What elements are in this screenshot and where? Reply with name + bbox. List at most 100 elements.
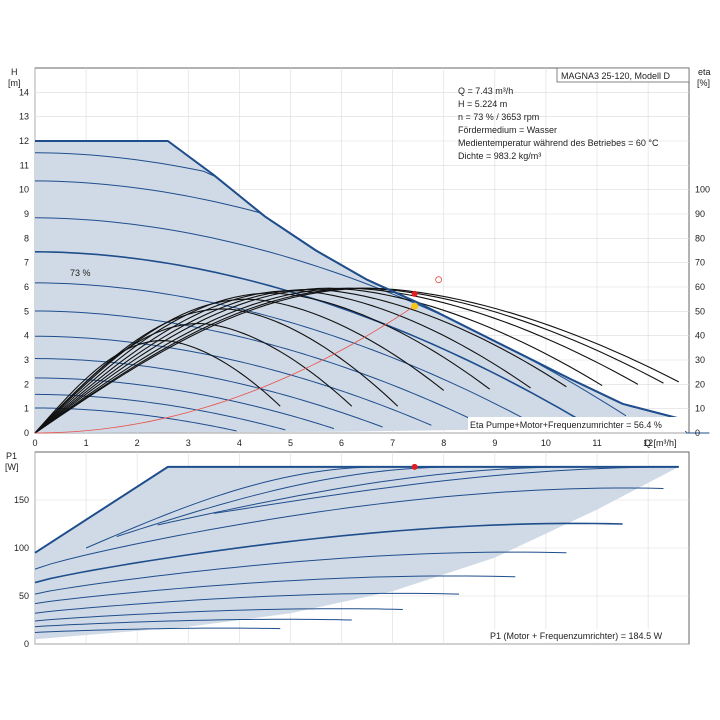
power-y-tick-labels: 0 50 100 150	[14, 495, 29, 649]
speed-curve	[34, 250, 578, 420]
speed-curve	[34, 310, 481, 424]
x-tick-label: 2	[135, 438, 140, 448]
power-axis-unit: [W]	[5, 462, 19, 472]
power-note: P1 (Motor + Frequenzumrichter) = 184.5 W	[490, 631, 663, 641]
speed-curve	[34, 282, 529, 422]
info-line-density: Dichte = 983.2 kg/m³	[458, 151, 541, 161]
power-curve	[116, 466, 460, 537]
info-line-temperature: Medientemperatur während des Betriebes =…	[458, 138, 659, 148]
x-tick-label: 12	[643, 438, 653, 448]
y-tick-label: 8	[24, 233, 29, 243]
efficiency-curve	[34, 287, 639, 434]
y-right-tick-label: 90	[695, 209, 705, 219]
max-power-curve	[34, 465, 679, 554]
y-right-tick-label: 80	[695, 233, 705, 243]
y-tick-label: 2	[24, 379, 29, 389]
info-line-head: H = 5.224 m	[458, 99, 507, 109]
y-tick-label: 1	[24, 404, 29, 414]
y-tick-label: 9	[24, 209, 29, 219]
efficiency-note-box	[468, 417, 687, 431]
power-curve	[213, 466, 679, 514]
x-tick-label: 11	[592, 438, 601, 448]
y-tick-label: 12	[19, 136, 29, 146]
y-axis-label-left: H	[11, 67, 18, 77]
y-right-tick-label: 0	[695, 428, 700, 438]
y-right-tick-label: 50	[695, 306, 705, 316]
power-axis-label: P1	[6, 451, 17, 461]
y-right-tick-label: 20	[695, 379, 705, 389]
y-right-tick-label: 30	[695, 355, 705, 365]
speed-curve-label: 73 %	[70, 268, 91, 278]
y-tick-label: 10	[19, 185, 29, 195]
efficiency-point-marker	[411, 302, 419, 310]
y-axis-label-right: eta	[698, 67, 711, 77]
power-curve	[157, 466, 577, 526]
y-axis-unit-right: [%]	[697, 78, 710, 88]
power-operating-point-marker	[411, 463, 418, 470]
x-tick-label: 6	[339, 438, 344, 448]
x-tick-labels: 0 1 2 3 4 5 6 7 8 9 10 11 12	[32, 438, 653, 448]
efficiency-curve	[34, 287, 680, 434]
power-note-box	[488, 629, 687, 642]
speed-curve	[34, 393, 286, 431]
y-axis-unit-left: [m]	[8, 78, 21, 88]
y-tick-label: 0	[24, 428, 29, 438]
y-tick-label: 5	[24, 306, 29, 316]
power-curve	[34, 618, 352, 628]
power-curve	[85, 466, 383, 549]
operating-info: Q = 7.43 m³/h H = 5.224 m n = 73 % / 365…	[458, 86, 659, 161]
x-tick-label: 9	[492, 438, 497, 448]
chart-title: MAGNA3 25-120, Modell D	[561, 71, 671, 81]
power-curve	[34, 608, 403, 622]
chart-title-box	[556, 67, 690, 83]
operating-point-marker	[411, 290, 418, 297]
y-tick-labels-right: 0 10 20 30 40 50 60 70 80 90 100	[695, 185, 710, 438]
power-curve	[34, 575, 516, 605]
max-speed-curve	[35, 140, 680, 420]
x-tick-label: 10	[541, 438, 551, 448]
x-tick-label: 1	[84, 438, 89, 448]
y-tick-label: 6	[24, 282, 29, 292]
efficiency-curves	[34, 287, 680, 434]
speed-curve	[34, 358, 383, 428]
power-curve	[34, 551, 567, 595]
info-line-flow: Q = 7.43 m³/h	[458, 86, 513, 96]
x-tick-label: 8	[441, 438, 446, 448]
y-right-tick-label: 60	[695, 282, 705, 292]
y-tick-label: 7	[24, 258, 29, 268]
y-tick-label: 4	[24, 331, 29, 341]
efficiency-curve	[34, 298, 445, 434]
power-curve	[34, 487, 664, 570]
x-tick-label: 5	[288, 438, 293, 448]
power-panel: 0 50 100 150 P1 [W] P1 (Motor + Frequenzumr…	[5, 451, 690, 649]
efficiency-curve	[34, 308, 399, 434]
speed-curve	[34, 335, 432, 426]
x-tick-label: 7	[390, 438, 395, 448]
y-tick-label: 3	[24, 355, 29, 365]
y-tick-label: 11	[20, 160, 29, 170]
y-right-tick-label: 70	[695, 258, 705, 268]
efficiency-curve	[34, 287, 603, 434]
power-envelope-area	[35, 466, 679, 640]
x-tick-label: 4	[237, 438, 242, 448]
duty-point-marker	[435, 276, 443, 284]
x-tick-label: 3	[186, 438, 191, 448]
efficiency-note: Eta Pumpe+Motor+Frequenzumrichter = 56.4…	[470, 420, 662, 430]
power-curve	[34, 627, 281, 633]
x-tick-label: 0	[32, 438, 37, 448]
power-curve	[34, 522, 623, 584]
info-line-speed: n = 73 % / 3653 rpm	[458, 112, 539, 122]
x-axis-label: Q [m³/h]	[644, 438, 677, 448]
power-y-tick-label: 150	[14, 495, 29, 505]
power-y-tick-label: 100	[14, 543, 29, 553]
power-curves	[34, 466, 679, 633]
power-y-tick-label: 0	[24, 639, 29, 649]
y-right-tick-label: 40	[695, 331, 705, 341]
system-curve	[34, 305, 415, 434]
power-curve	[34, 592, 460, 614]
power-y-tick-label: 50	[19, 591, 29, 601]
y-right-tick-label: 100	[695, 185, 710, 195]
